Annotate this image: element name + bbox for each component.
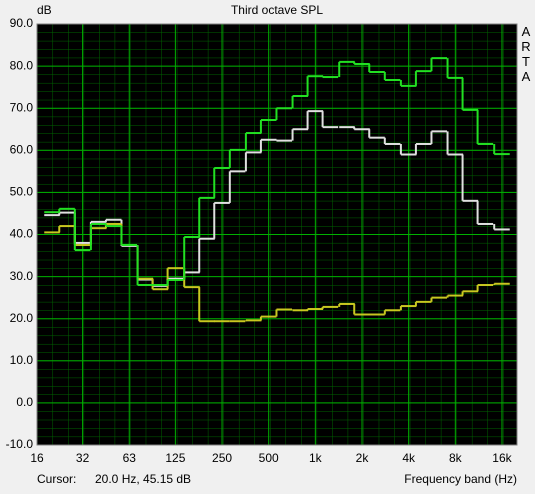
y-tick-label: 0.0 xyxy=(16,395,33,409)
x-tick-label: 1k xyxy=(309,451,323,465)
x-tick-label: 32 xyxy=(76,451,90,465)
cursor-value: 20.0 Hz, 45.15 dB xyxy=(95,472,191,486)
x-tick-label: 63 xyxy=(123,451,137,465)
x-tick-label: 250 xyxy=(212,451,232,465)
brand: ARTA xyxy=(521,24,531,84)
plot-frame xyxy=(36,23,518,446)
x-tick-label: 8k xyxy=(449,451,463,465)
x-tick-label: 2k xyxy=(356,451,370,465)
x-tick-label: 16 xyxy=(30,451,44,465)
y-tick-label: 60.0 xyxy=(10,142,34,156)
y-tick-label: 70.0 xyxy=(10,100,34,114)
series xyxy=(44,57,510,287)
x-axis-label: Frequency band (Hz) xyxy=(404,472,517,486)
y-tick-label: 50.0 xyxy=(10,185,34,199)
chart-title: Third octave SPL xyxy=(231,3,323,17)
y-axis-label: dB xyxy=(37,3,52,17)
y-tick-label: 90.0 xyxy=(10,16,34,30)
x-tick-label: 16k xyxy=(492,451,512,465)
y-tick-label: 30.0 xyxy=(10,269,34,283)
y-tick-label: 40.0 xyxy=(10,227,34,241)
y-tick-label: -10.0 xyxy=(6,437,34,451)
x-tick-label: 4k xyxy=(402,451,416,465)
x-tick-label: 500 xyxy=(259,451,279,465)
x-tick-label: 125 xyxy=(165,451,185,465)
y-tick-label: 10.0 xyxy=(10,353,34,367)
y-tick-label: 80.0 xyxy=(10,58,34,72)
y-tick-label: 20.0 xyxy=(10,311,34,325)
cursor-label: Cursor: xyxy=(37,472,76,486)
